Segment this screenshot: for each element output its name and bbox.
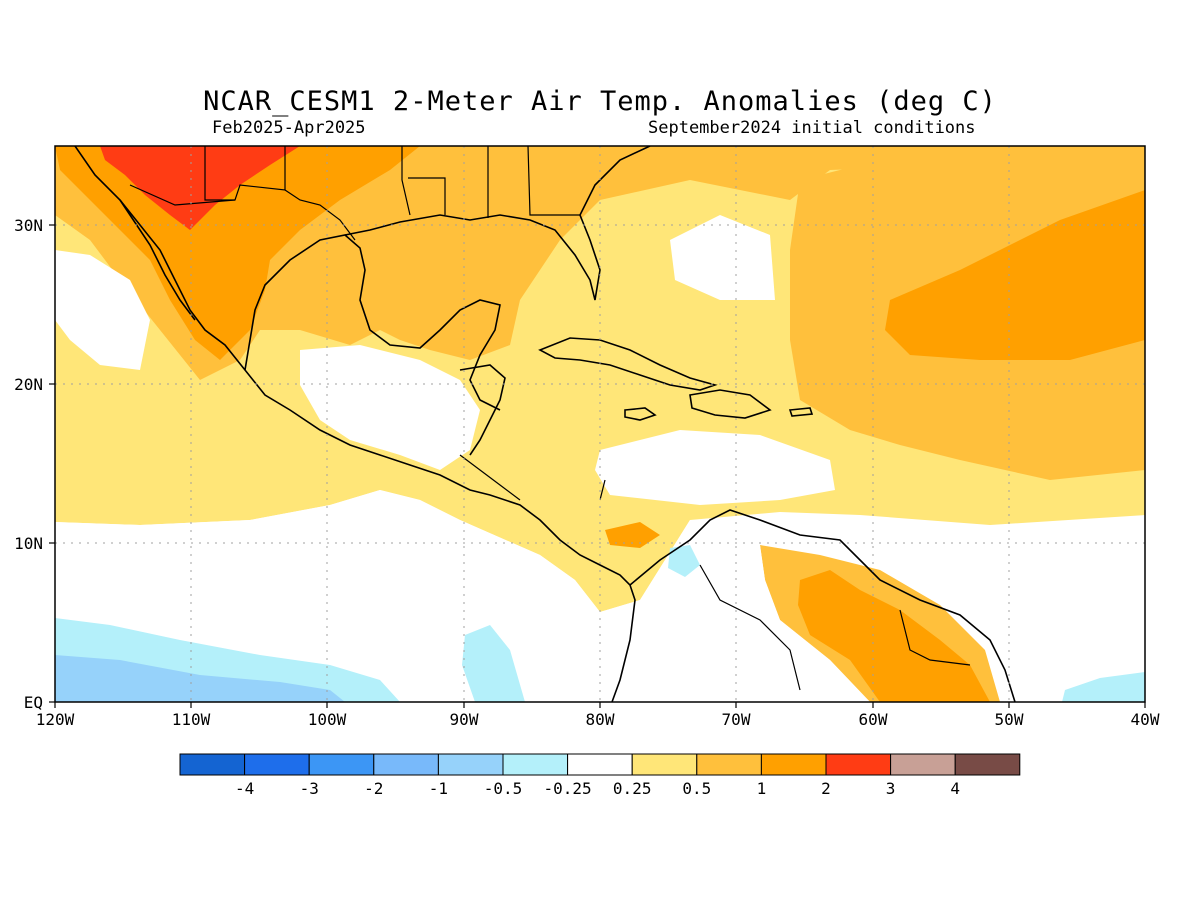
anomaly-region-red-southwest bbox=[100, 146, 300, 230]
anomaly-region-neutral-centralamerica bbox=[300, 345, 480, 470]
latitude-labels: EQ 10N 20N 30N bbox=[14, 216, 43, 712]
colorbar-label: -2 bbox=[364, 779, 383, 798]
anomaly-region-blue-pacific bbox=[55, 655, 345, 702]
colorbar-swatch bbox=[825, 753, 892, 776]
lon-label: 110W bbox=[172, 710, 211, 729]
forecast-period: Feb2025-Apr2025 bbox=[212, 118, 366, 138]
anomaly-region-orange-mexico bbox=[55, 146, 420, 360]
coastline-baja bbox=[119, 199, 196, 321]
coastline-south-america bbox=[629, 509, 1016, 702]
colorbar-swatch bbox=[373, 753, 439, 776]
anomaly-region-neutral-pacific-west bbox=[55, 250, 150, 370]
colorbar-label: 0.5 bbox=[682, 779, 711, 798]
longitude-labels: 120W 110W 100W 90W 80W 70W 60W 50W 40W bbox=[36, 710, 1160, 729]
colorbar-label: 3 bbox=[886, 779, 896, 798]
colorbar-label: 2 bbox=[821, 779, 831, 798]
lon-label: 90W bbox=[450, 710, 479, 729]
anomaly-region-orange-atlantic bbox=[885, 190, 1145, 360]
lon-label: 100W bbox=[308, 710, 347, 729]
axis-ticks bbox=[49, 224, 1146, 708]
coastlines bbox=[74, 146, 1016, 702]
coastline-gulf bbox=[244, 234, 501, 411]
colorbar-swatch bbox=[502, 753, 569, 776]
coastline-puerto-rico bbox=[788, 407, 814, 417]
coastline-jamaica bbox=[624, 407, 657, 421]
colorbar-swatch bbox=[437, 753, 504, 776]
colorbar-label: -4 bbox=[235, 779, 254, 798]
colorbar-label: -0.25 bbox=[544, 779, 592, 798]
initial-conditions: September2024 initial conditions bbox=[648, 118, 976, 138]
coastline-north-america bbox=[74, 146, 636, 702]
map-title: NCAR_CESM1 2-Meter Air Temp. Anomalies (… bbox=[203, 86, 997, 117]
colorbar-swatch bbox=[954, 753, 1021, 776]
coastline-hispaniola bbox=[689, 389, 772, 419]
lon-label: 80W bbox=[586, 710, 615, 729]
anomaly-region-neutral-tropicalpacific bbox=[55, 490, 870, 702]
colorbar: -4 -3 -2 -1 -0.5 -0.25 0.25 0.5 1 2 3 4 bbox=[179, 753, 1021, 798]
anomaly-region-neutral-bahamas bbox=[670, 215, 775, 300]
colorbar-swatch bbox=[308, 753, 375, 776]
lon-label: 120W bbox=[36, 710, 75, 729]
political-borders bbox=[129, 146, 971, 691]
colorbar-label: -3 bbox=[300, 779, 319, 798]
anomaly-region-orange-guiana bbox=[798, 570, 990, 702]
anomaly-region-orange-colombia bbox=[605, 522, 660, 548]
anomaly-region-lightblue-galapagos bbox=[462, 625, 525, 702]
lon-label: 50W bbox=[995, 710, 1024, 729]
coastline-cuba bbox=[538, 337, 718, 391]
graticule bbox=[55, 146, 1145, 702]
lat-label: 20N bbox=[14, 375, 43, 394]
colorbar-label: -0.5 bbox=[484, 779, 523, 798]
lat-label: 30N bbox=[14, 216, 43, 235]
colorbar-swatch bbox=[567, 753, 633, 776]
colorbar-label: -1 bbox=[429, 779, 448, 798]
anomaly-region-neutral-caribbean bbox=[595, 430, 835, 505]
colorbar-swatch bbox=[631, 753, 698, 776]
colorbar-label: 1 bbox=[757, 779, 767, 798]
anomaly-fill-layer bbox=[55, 146, 1145, 702]
coastline-us-gulf bbox=[344, 146, 651, 301]
anomaly-region-lightblue-venezuela bbox=[668, 545, 700, 577]
colorbar-label: 0.25 bbox=[613, 779, 652, 798]
colorbar-swatch bbox=[244, 753, 310, 776]
lat-label: 10N bbox=[14, 534, 43, 553]
lon-label: 40W bbox=[1131, 710, 1160, 729]
anomaly-region-lightblue-atlantic bbox=[1062, 672, 1145, 702]
colorbar-swatch bbox=[760, 753, 827, 776]
colorbar-swatch bbox=[696, 753, 762, 776]
colorbar-swatch bbox=[890, 753, 956, 776]
colorbar-label: 4 bbox=[950, 779, 960, 798]
lon-label: 60W bbox=[859, 710, 888, 729]
colorbar-swatch bbox=[179, 753, 246, 776]
lat-label: EQ bbox=[24, 693, 43, 712]
coastline-yucatan bbox=[459, 364, 506, 456]
lon-label: 70W bbox=[722, 710, 751, 729]
